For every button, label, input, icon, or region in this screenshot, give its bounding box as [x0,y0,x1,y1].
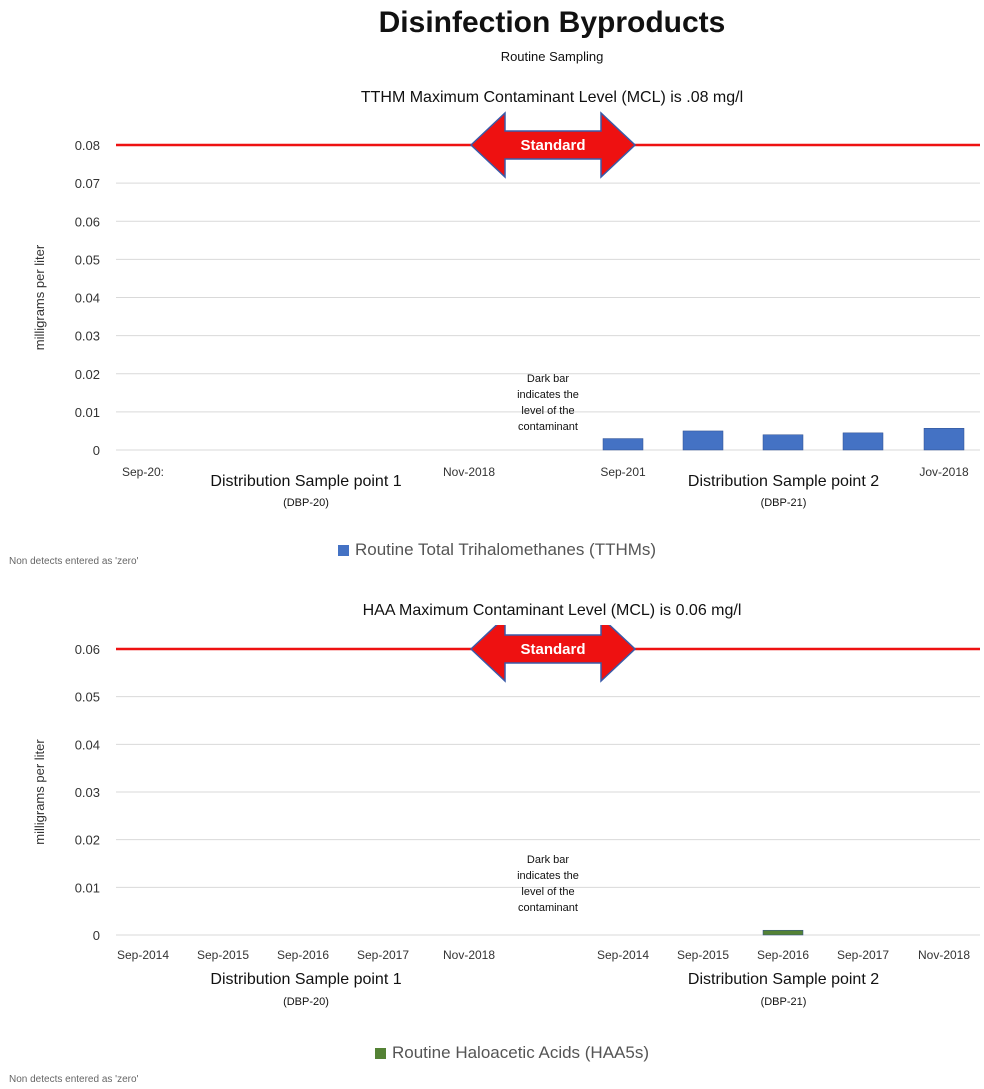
x-tick-label: Sep-2017 [837,948,889,962]
y-axis-label: milligrams per liter [32,244,47,350]
haa-chart: 0 0.01 0.02 0.03 0.04 0.05 0.06 milligrams per … [32,625,980,1008]
y-tick-label: 0.06 [75,214,100,229]
bar [682,430,724,451]
tthm-chart: 0 0.01 0.02 0.03 0.04 0.05 0.06 0.07 0.08 milligr… [32,111,980,509]
y-axis-label: milligrams per liter [32,739,47,845]
standard-arrow [469,625,637,683]
y-tick-label: 0.02 [75,367,100,382]
note-haa: Non detects entered as 'zero' [9,1074,139,1085]
bar [602,438,644,451]
x-tick-label: Nov-2018 [443,465,495,479]
y-tick-label: 0.05 [75,252,100,267]
annotation-text: Dark bar [527,854,570,866]
page-title: Disinfection Byproducts [378,6,726,39]
standard-label: Standard [520,641,585,658]
y-tick-label: 0.03 [75,329,100,344]
annotation-text: level of the [521,886,574,898]
legend-tthm: Routine Total Trihalomethanes (TTHMs) [338,540,656,560]
legend-swatch-haa [375,1048,386,1060]
annotation-text: contaminant [518,902,578,914]
x-tick-label: Sep-201 [600,465,646,479]
x-tick-label: Nov-2018 [918,948,970,962]
annotation-text: Dark bar [527,373,570,385]
y-tick-label: 0.01 [75,405,100,420]
y-tick-label: 0.01 [75,880,100,895]
y-tick-label: 0.07 [75,176,100,191]
y-tick-label: 0.08 [75,138,100,153]
group-label: Distribution Sample point 2 [688,971,879,988]
legend-swatch-tthm [338,545,349,557]
group-label: Distribution Sample point 1 [210,473,401,490]
y-tick-label: 0 [93,928,100,943]
group-sublabel: (DBP-20) [283,996,329,1008]
y-tick-label: 0.02 [75,833,100,848]
x-tick-label: Nov-2018 [443,948,495,962]
page-subtitle: Routine Sampling [500,49,604,64]
x-tick-label: Jov-2018 [919,465,969,479]
bar [842,432,884,451]
x-tick-label: Sep-2015 [677,948,729,962]
x-tick-label: Sep-2017 [357,948,409,962]
x-tick-label: Sep-2014 [597,948,649,962]
y-tick-label: 0.03 [75,785,100,800]
x-tick-label: Sep-2015 [197,948,249,962]
x-tick-label: Sep-20: [122,465,164,479]
y-tick-label: 0.05 [75,690,100,705]
y-tick-label: 0.04 [75,291,100,306]
x-tick-label: Sep-2016 [277,948,329,962]
legend-label-tthm: Routine Total Trihalomethanes (TTHMs) [355,540,657,559]
standard-arrow [469,111,637,179]
y-tick-label: 0 [93,443,100,458]
group-sublabel: (DBP-21) [761,996,807,1008]
y-tick-label: 0.06 [75,642,100,657]
chart-title-tthm: TTHM Maximum Contaminant Level (MCL) is … [360,89,744,106]
note-tthm: Non detects entered as 'zero' [9,556,139,567]
annotation-text: contaminant [518,421,578,433]
bar [762,434,804,451]
legend-label-haa: Routine Haloacetic Acids (HAA5s) [392,1043,650,1062]
group-label: Distribution Sample point 2 [688,473,879,490]
legend-haa: Routine Haloacetic Acids (HAA5s) [375,1043,649,1063]
group-sublabel: (DBP-20) [283,497,329,509]
chart-title-haa: HAA Maximum Contaminant Level (MCL) is 0… [362,602,742,619]
bar [923,428,965,451]
standard-label: Standard [520,137,585,154]
annotation-text: indicates the [517,389,579,401]
x-tick-label: Sep-2016 [757,948,809,962]
annotation-text: indicates the [517,870,579,882]
y-tick-label: 0.04 [75,737,100,752]
annotation-text: level of the [521,405,574,417]
group-label: Distribution Sample point 1 [210,971,401,988]
bar [762,929,804,936]
x-tick-label: Sep-2014 [117,948,169,962]
group-sublabel: (DBP-21) [761,497,807,509]
